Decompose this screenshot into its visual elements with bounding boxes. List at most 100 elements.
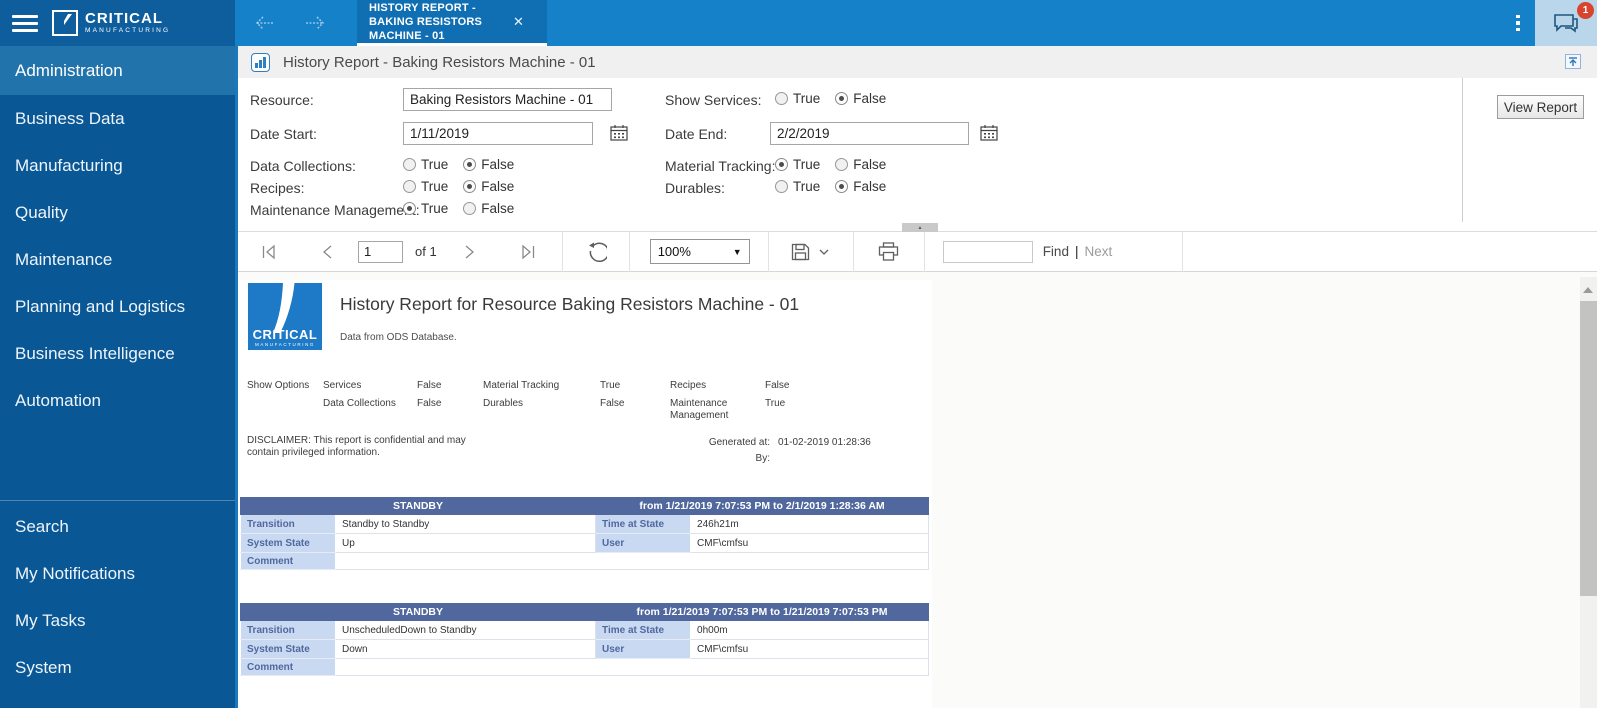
scrollbar-thumb[interactable]: [1580, 301, 1597, 596]
resource-input[interactable]: [403, 88, 612, 111]
sidebar-footer: Search My Notifications My Tasks System: [0, 503, 235, 691]
option-name: Maintenance Management: [670, 398, 740, 422]
date-end-calendar-icon[interactable]: [980, 124, 998, 141]
table-row: Comment: [241, 659, 929, 676]
option-name: Recipes: [670, 380, 706, 392]
maintenance-management-false-radio[interactable]: [463, 202, 476, 215]
recipes-radio-group: True False: [403, 179, 514, 194]
maximize-panel-icon[interactable]: [1565, 54, 1581, 69]
brand-subname: MANUFACTURING: [85, 28, 170, 35]
tab-close-icon[interactable]: ✕: [513, 14, 524, 30]
option-value: True: [600, 380, 620, 392]
sidebar-item-my-notifications[interactable]: My Notifications: [0, 550, 235, 597]
state-header: STANDBY: [241, 604, 596, 621]
maintenance-management-true-radio[interactable]: [403, 202, 416, 215]
forward-arrow-icon[interactable]: [303, 8, 327, 38]
save-export-icon[interactable]: [791, 243, 810, 261]
material-tracking-false-radio[interactable]: [835, 158, 848, 171]
scroll-up-icon[interactable]: [1583, 287, 1593, 293]
option-value: False: [600, 398, 624, 410]
table-row: Transition UnscheduledDown to Standby Ti…: [241, 621, 929, 640]
durables-false-radio[interactable]: [835, 180, 848, 193]
sidebar-item-maintenance[interactable]: Maintenance: [0, 236, 235, 283]
find-input[interactable]: [943, 241, 1033, 263]
brand-logo: CRITICAL MANUFACTURING: [52, 10, 170, 36]
date-start-calendar-icon[interactable]: [610, 124, 628, 141]
show-services-radio-group: True False: [775, 91, 886, 106]
save-dropdown-icon[interactable]: [819, 249, 829, 255]
report-parameters-panel: Resource: Show Services: True False Date…: [238, 78, 1597, 222]
recipes-true-radio[interactable]: [403, 180, 416, 193]
sidebar-item-my-tasks[interactable]: My Tasks: [0, 597, 235, 644]
zoom-value: 100%: [658, 244, 691, 259]
recipes-label: Recipes:: [250, 180, 304, 196]
view-report-button[interactable]: View Report: [1497, 95, 1584, 119]
sidebar-item-quality[interactable]: Quality: [0, 189, 235, 236]
state-range-header: from 1/21/2019 7:07:53 PM to 1/21/2019 7…: [596, 604, 929, 621]
params-splitter: ▲: [238, 222, 1597, 232]
page-title: History Report - Baking Resistors Machin…: [283, 54, 596, 71]
maintenance-management-label: Maintenance Management:: [250, 202, 420, 218]
sidebar-item-business-data[interactable]: Business Data: [0, 95, 235, 142]
sidebar-item-planning-and-logistics[interactable]: Planning and Logistics: [0, 283, 235, 330]
date-start-label: Date Start:: [250, 126, 317, 142]
table-row: Comment: [241, 553, 929, 570]
notification-badge: 1: [1577, 2, 1594, 19]
sidebar-item-search[interactable]: Search: [0, 503, 235, 550]
messages-button[interactable]: 1: [1535, 0, 1597, 46]
previous-page-icon[interactable]: [320, 244, 334, 260]
sidebar-item-automation[interactable]: Automation: [0, 377, 235, 424]
durables-true-radio[interactable]: [775, 180, 788, 193]
sidebar-item-administration[interactable]: Administration: [0, 46, 235, 95]
sidebar-item-business-intelligence[interactable]: Business Intelligence: [0, 330, 235, 377]
next-link[interactable]: Next: [1084, 244, 1112, 259]
data-collections-radio-group: True False: [403, 157, 514, 172]
print-icon[interactable]: [878, 242, 899, 261]
zoom-select[interactable]: 100% ▼: [650, 239, 750, 264]
refresh-icon[interactable]: [585, 241, 607, 263]
next-page-icon[interactable]: [463, 244, 477, 260]
splitter-handle[interactable]: ▲: [902, 223, 938, 232]
option-value: False: [417, 398, 441, 410]
critical-manufacturing-logo-icon: [52, 10, 78, 36]
menu-icon[interactable]: [12, 15, 38, 32]
state-range-header: from 1/21/2019 7:07:53 PM to 2/1/2019 1:…: [596, 498, 929, 515]
table-row: System State Up User CMF\cmfsu: [241, 534, 929, 553]
app-window: CRITICAL MANUFACTURING Administration Bu…: [0, 0, 1597, 708]
last-page-icon[interactable]: [519, 244, 537, 260]
sidebar: CRITICAL MANUFACTURING Administration Bu…: [0, 0, 235, 708]
date-end-label: Date End:: [665, 126, 727, 142]
state-table-2: STANDBY from 1/21/2019 7:07:53 PM to 1/2…: [240, 603, 929, 676]
brand-name: CRITICAL: [85, 11, 170, 26]
find-link[interactable]: Find: [1043, 244, 1069, 259]
report-logo: CRITICAL MANUFACTURING: [248, 283, 322, 350]
report-logo-subname: MANUFACTURING: [248, 343, 322, 348]
show-services-true-radio[interactable]: [775, 92, 788, 105]
option-value: True: [765, 398, 785, 410]
show-services-false-radio[interactable]: [835, 92, 848, 105]
material-tracking-true-radio[interactable]: [775, 158, 788, 171]
sidebar-item-manufacturing[interactable]: Manufacturing: [0, 142, 235, 189]
material-tracking-radio-group: True False: [775, 157, 886, 172]
first-page-icon[interactable]: [260, 244, 278, 260]
vertical-scrollbar[interactable]: [1580, 277, 1597, 708]
topbar: HISTORY REPORT - BAKING RESISTORS MACHIN…: [235, 0, 1597, 46]
page-number-input[interactable]: [358, 241, 403, 263]
state-table-1: STANDBY from 1/21/2019 7:07:53 PM to 2/1…: [240, 497, 929, 570]
recipes-false-radio[interactable]: [463, 180, 476, 193]
overflow-menu-icon[interactable]: [1501, 0, 1535, 46]
date-end-input[interactable]: [770, 122, 969, 145]
data-collections-false-radio[interactable]: [463, 158, 476, 171]
main-area: HISTORY REPORT - BAKING RESISTORS MACHIN…: [235, 0, 1597, 708]
sidebar-header: CRITICAL MANUFACTURING: [0, 0, 235, 46]
sidebar-item-system[interactable]: System: [0, 644, 235, 691]
date-start-input[interactable]: [403, 122, 593, 145]
data-collections-true-radio[interactable]: [403, 158, 416, 171]
report-logo-name: CRITICAL: [248, 328, 322, 341]
tab-history-report[interactable]: HISTORY REPORT - BAKING RESISTORS MACHIN…: [357, 0, 547, 46]
maintenance-management-radio-group: True False: [403, 201, 514, 216]
sidebar-divider: [0, 500, 235, 501]
table-row: Transition Standby to Standby Time at St…: [241, 515, 929, 534]
back-arrow-icon[interactable]: [253, 8, 277, 38]
find-next-separator: |: [1075, 244, 1079, 259]
